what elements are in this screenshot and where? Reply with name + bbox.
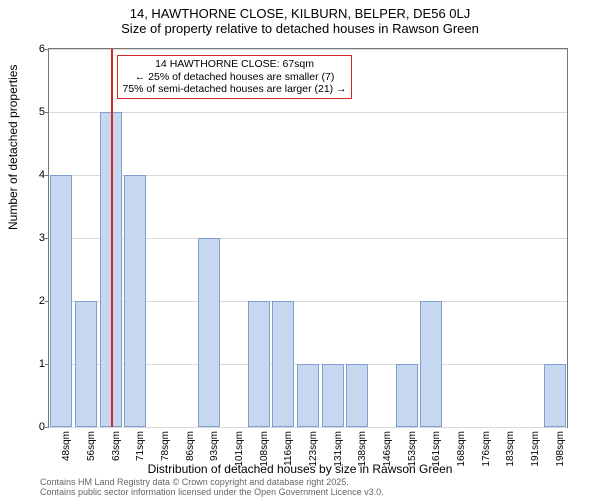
gridline: [49, 112, 567, 113]
title-main: 14, HAWTHORNE CLOSE, KILBURN, BELPER, DE…: [0, 0, 600, 21]
bar: [75, 301, 97, 427]
bar: [396, 364, 418, 427]
annotation-box: 14 HAWTHORNE CLOSE: 67sqm← 25% of detach…: [117, 55, 351, 99]
x-tick-label: 116sqm: [283, 431, 294, 466]
gridline: [49, 427, 567, 428]
y-tick-mark: [45, 238, 49, 239]
bar: [544, 364, 566, 427]
x-tick-label: 93sqm: [209, 431, 220, 461]
y-tick-mark: [45, 49, 49, 50]
bar: [272, 301, 294, 427]
chart-container: 14, HAWTHORNE CLOSE, KILBURN, BELPER, DE…: [0, 0, 600, 500]
y-tick-mark: [45, 364, 49, 365]
x-tick-label: 63sqm: [111, 431, 122, 461]
x-tick-label: 78sqm: [160, 431, 171, 461]
x-tick-label: 48sqm: [61, 431, 72, 461]
x-axis-label: Distribution of detached houses by size …: [0, 462, 600, 476]
bar: [346, 364, 368, 427]
y-axis-label: Number of detached properties: [6, 65, 20, 230]
annotation-title: 14 HAWTHORNE CLOSE: 67sqm: [122, 58, 346, 71]
bar: [124, 175, 146, 427]
bar: [420, 301, 442, 427]
bar: [322, 364, 344, 427]
y-tick-mark: [45, 175, 49, 176]
x-tick-label: 71sqm: [135, 431, 146, 461]
y-tick-mark: [45, 427, 49, 428]
bar: [50, 175, 72, 427]
footer-attribution: Contains HM Land Registry data © Crown c…: [40, 478, 384, 498]
x-tick-label: 56sqm: [86, 431, 97, 461]
plot-area: 012345648sqm56sqm63sqm71sqm78sqm86sqm93s…: [48, 48, 568, 428]
marker-line: [111, 49, 113, 427]
annotation-line3: 75% of semi-detached houses are larger (…: [122, 83, 346, 96]
bar: [198, 238, 220, 427]
y-tick-mark: [45, 112, 49, 113]
x-tick-label: 86sqm: [185, 431, 196, 461]
y-tick-mark: [45, 301, 49, 302]
footer-line2: Contains public sector information licen…: [40, 488, 384, 498]
bar: [248, 301, 270, 427]
title-sub: Size of property relative to detached ho…: [0, 21, 600, 36]
annotation-line2: ← 25% of detached houses are smaller (7): [122, 71, 346, 84]
gridline: [49, 49, 567, 50]
bar: [297, 364, 319, 427]
